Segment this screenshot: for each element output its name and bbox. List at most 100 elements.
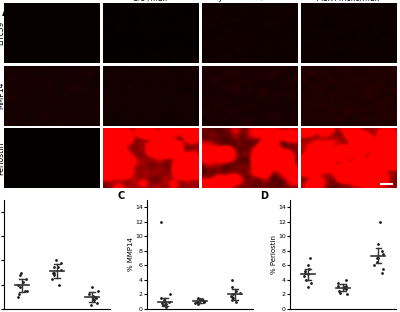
Point: [88, 303, 94, 308]
Point: [22, 288, 28, 293]
Text: A: A: [2, 8, 11, 18]
Point: [229, 277, 236, 282]
Point: [54, 264, 61, 269]
Text: C: C: [117, 191, 125, 201]
Point: [343, 277, 350, 282]
Point: [192, 300, 198, 305]
Title: MCK-MRcko/mdx: MCK-MRcko/mdx: [317, 0, 380, 2]
Point: [341, 285, 348, 290]
Point: [50, 270, 56, 275]
Point: [306, 266, 312, 271]
Point: [341, 285, 348, 290]
Point: [89, 285, 96, 290]
Point: [94, 300, 101, 305]
Point: [20, 280, 26, 285]
Point: [232, 288, 239, 293]
Point: [159, 300, 166, 305]
Point: [305, 263, 311, 268]
Point: [303, 277, 309, 282]
Point: [199, 298, 205, 303]
Point: [93, 295, 99, 300]
Point: [16, 292, 22, 297]
Point: [15, 294, 21, 299]
Point: [201, 299, 207, 304]
Point: [58, 261, 65, 266]
Point: [301, 274, 307, 279]
Point: [162, 301, 169, 306]
Point: [198, 297, 205, 302]
Title: C57: C57: [44, 0, 59, 2]
Point: [380, 266, 386, 271]
Point: [166, 299, 172, 304]
Point: [162, 303, 168, 308]
Point: [18, 270, 24, 275]
Point: [52, 258, 59, 263]
Point: [17, 272, 23, 277]
Point: [195, 300, 201, 305]
Point: [302, 269, 308, 274]
Point: [160, 302, 166, 307]
Point: [55, 282, 62, 287]
Title: LysM-MRcko/mdx: LysM-MRcko/mdx: [216, 0, 283, 2]
Point: [379, 270, 386, 275]
Point: [375, 241, 381, 246]
Point: [22, 276, 29, 281]
Point: [51, 264, 57, 269]
Point: [201, 298, 208, 303]
Point: [167, 292, 173, 297]
Point: [379, 252, 386, 257]
Point: [337, 290, 343, 295]
Point: [379, 248, 386, 253]
Point: [161, 298, 167, 303]
Point: [236, 290, 243, 295]
Point: [90, 293, 96, 298]
Point: [375, 256, 382, 261]
Point: [195, 295, 201, 300]
Point: [195, 301, 202, 306]
Point: [229, 298, 236, 303]
Point: [49, 276, 55, 281]
Point: [92, 294, 98, 299]
Point: [335, 281, 341, 286]
Point: [308, 281, 314, 286]
Title: Cre-/mdx: Cre-/mdx: [133, 0, 168, 2]
Point: [90, 297, 96, 302]
Y-axis label: Periostin: Periostin: [0, 142, 6, 175]
Point: [302, 270, 308, 275]
Point: [51, 270, 57, 275]
Point: [91, 298, 98, 303]
Point: [94, 288, 101, 293]
Point: [196, 296, 203, 301]
Point: [51, 272, 57, 277]
Y-axis label: % MMP14: % MMP14: [128, 237, 134, 271]
Y-axis label: Lrrc39: Lrrc39: [0, 21, 6, 45]
Point: [229, 295, 236, 300]
Point: [344, 292, 351, 297]
Point: [158, 295, 164, 300]
Point: [229, 285, 236, 290]
Point: [336, 288, 342, 293]
Point: [86, 292, 92, 297]
Text: D: D: [260, 191, 268, 201]
Point: [162, 300, 168, 305]
Point: [343, 283, 349, 288]
Point: [228, 293, 234, 298]
Point: [305, 271, 312, 276]
Point: [374, 259, 380, 264]
Point: [377, 219, 383, 224]
Point: [24, 288, 30, 293]
Point: [371, 263, 378, 268]
Point: [335, 284, 341, 289]
Point: [58, 268, 64, 273]
Point: [233, 299, 239, 304]
Point: [194, 299, 200, 304]
Point: [304, 285, 311, 290]
Point: [15, 282, 22, 287]
Point: [343, 286, 349, 291]
Point: [230, 292, 237, 297]
Point: [16, 285, 23, 290]
Y-axis label: MMP14: MMP14: [0, 82, 6, 110]
Point: [307, 256, 313, 261]
Point: [373, 256, 380, 261]
Point: [228, 294, 235, 299]
